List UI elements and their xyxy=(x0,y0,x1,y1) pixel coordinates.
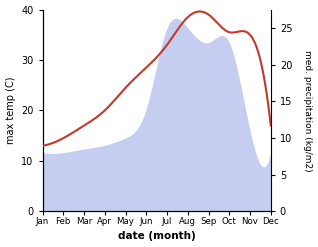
Y-axis label: max temp (C): max temp (C) xyxy=(5,77,16,144)
Y-axis label: med. precipitation (kg/m2): med. precipitation (kg/m2) xyxy=(303,50,313,171)
X-axis label: date (month): date (month) xyxy=(118,231,196,242)
